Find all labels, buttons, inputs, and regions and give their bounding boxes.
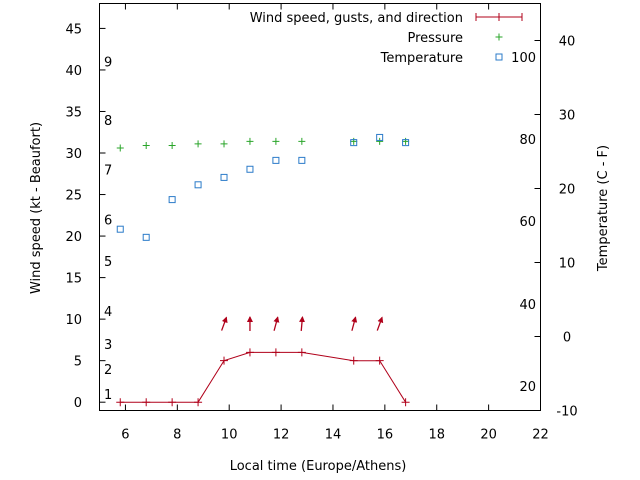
beaufort-label: 9 [104,56,112,71]
y-tick-label: 5 [74,355,82,370]
temperature-point [116,225,124,233]
legend-swatch [495,33,503,41]
temperature-point [168,196,176,204]
y2-axis-label: Temperature (C - F) [596,145,611,272]
y2-tick-label: 40 [559,35,576,50]
pressure-point [116,144,124,152]
x-tick-label: 22 [532,428,549,443]
beaufort-label: 7 [104,164,112,179]
fahrenheit-label: 20 [519,380,536,395]
temperature-point [272,156,280,164]
temperature-point [298,156,306,164]
pressure-point [142,142,150,150]
y2-tick-label: 0 [563,331,571,346]
wind-point [220,356,229,365]
y-axis-label: Wind speed (kt - Beaufort) [29,122,44,294]
x-tick-label: 16 [377,428,394,443]
y2-tick-label: -10 [556,405,577,420]
x-tick-label: 12 [273,428,290,443]
temperature-point [246,165,254,173]
y-tick-label: 0 [74,396,82,411]
x-tick-label: 8 [173,428,181,443]
legend-label: Wind speed, gusts, and direction [250,11,463,26]
wind-series-line [120,351,407,403]
wind-point [194,398,203,407]
y-tick-label: 15 [65,272,82,287]
wind-point [375,356,384,365]
wind-point [271,348,280,357]
pressure-point [168,142,176,150]
y-tick-label: 30 [65,147,82,162]
wind-point [297,348,306,357]
temperature-point [142,233,150,241]
wind-point [349,356,358,365]
temperature-point [402,139,410,147]
temperature-point [194,181,202,189]
pressure-point [272,137,280,145]
x-axis-label: Local time (Europe/Athens) [230,459,407,474]
x-tick-label: 6 [121,428,129,443]
beaufort-label: 1 [104,388,112,403]
x-tick-label: 10 [221,428,238,443]
y-tick-label: 25 [65,189,82,204]
pressure-point [298,137,306,145]
y2-tick-label: 30 [559,109,576,124]
wind-direction-arrow [221,316,228,331]
temperature-point [376,133,384,141]
wind-direction-arrow [376,316,384,331]
wind-point [142,398,151,407]
wind-direction-arrow [299,316,306,332]
x-tick-label: 14 [325,428,342,443]
plot-frame [99,3,541,411]
pressure-point [402,137,410,145]
temperature-point [350,139,358,147]
fahrenheit-label: 80 [519,133,536,148]
beaufort-label: 2 [104,363,112,378]
legend-swatch-ticks [475,13,523,21]
wind-direction-arrow [273,316,280,331]
y-tick-label: 45 [65,22,82,37]
legend-swatch [495,53,503,61]
fahrenheit-label: 60 [519,215,536,230]
fahrenheit-label: 100 [511,51,536,66]
x-tick-label: 20 [480,428,497,443]
beaufort-label: 5 [104,255,112,270]
y-tick-label: 40 [65,64,82,79]
y-tick-label: 10 [65,313,82,328]
wind-direction-arrow [351,316,358,331]
beaufort-label: 3 [104,338,112,353]
legend-label: Pressure [407,31,463,46]
y2-tick-label: 20 [559,183,576,198]
pressure-point [246,137,254,145]
y-tick-label: 20 [65,230,82,245]
wind-point [168,398,177,407]
beaufort-label: 8 [104,114,112,129]
wind-point [245,348,254,357]
legend-label: Temperature [380,51,463,66]
pressure-point [194,140,202,148]
pressure-point [350,137,358,145]
x-tick-label: 18 [428,428,445,443]
wind-point [401,398,410,407]
y-tick-label: 35 [65,105,82,120]
y2-tick-label: 10 [559,257,576,272]
wind-point [116,398,125,407]
beaufort-label: 6 [104,213,112,228]
temperature-point [220,173,228,181]
fahrenheit-label: 40 [519,298,536,313]
pressure-point [376,137,384,145]
pressure-point [220,140,228,148]
beaufort-label: 4 [104,305,112,320]
